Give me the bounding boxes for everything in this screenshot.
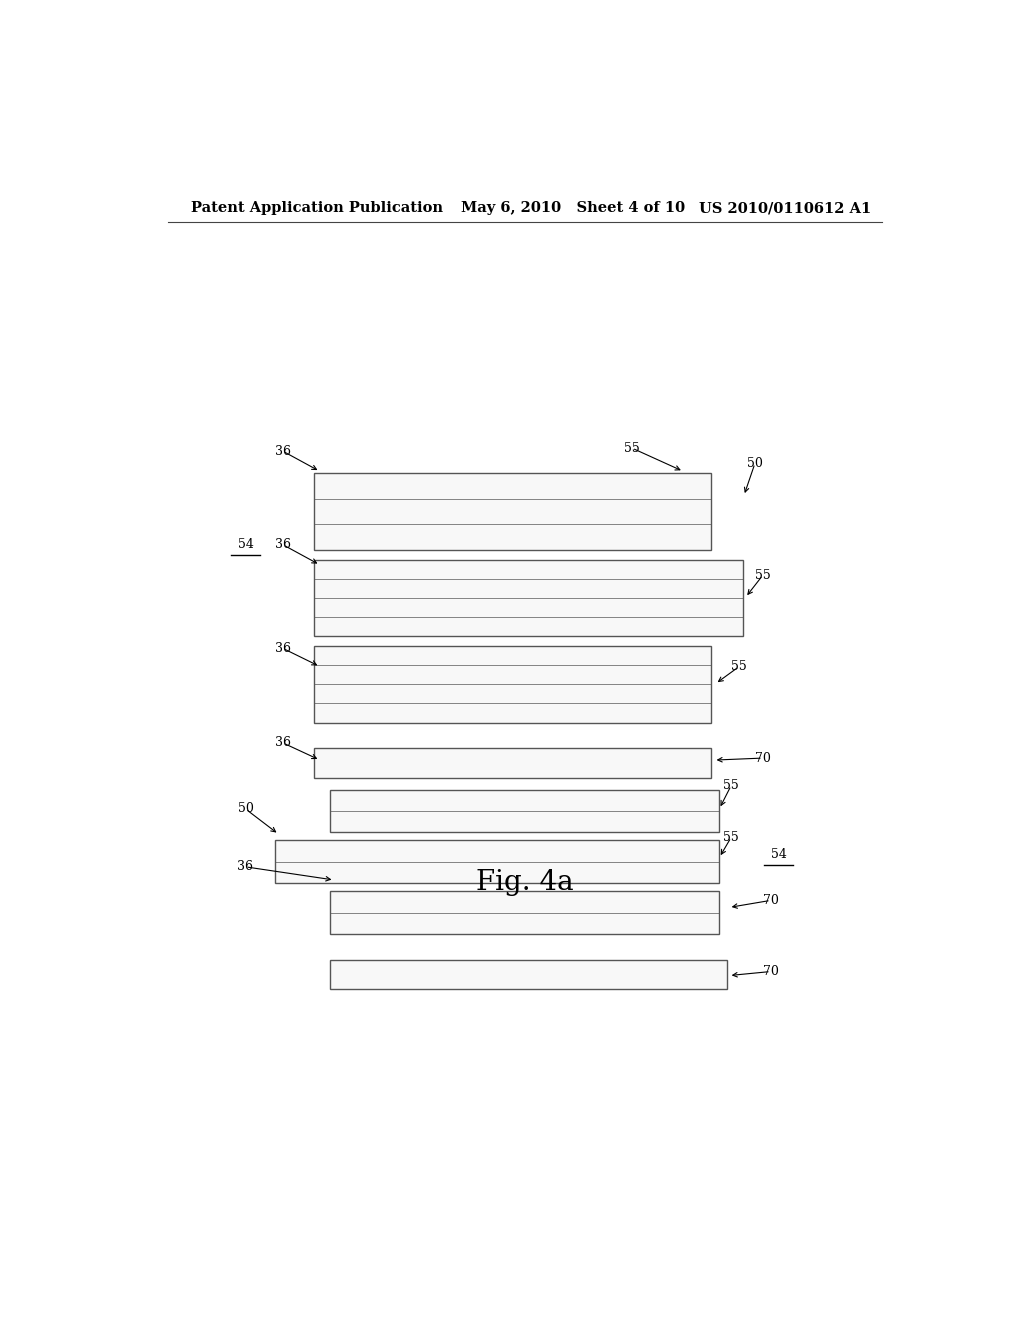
Text: 55: 55 bbox=[723, 779, 739, 792]
Text: 70: 70 bbox=[755, 751, 771, 764]
Bar bbox=[314, 748, 712, 779]
Text: 36: 36 bbox=[274, 737, 291, 750]
Text: 36: 36 bbox=[274, 642, 291, 655]
Text: Patent Application Publication: Patent Application Publication bbox=[191, 202, 443, 215]
Text: 54: 54 bbox=[238, 539, 253, 552]
Bar bbox=[314, 474, 712, 549]
Text: 55: 55 bbox=[731, 660, 746, 673]
Bar bbox=[314, 647, 712, 722]
Bar bbox=[331, 961, 727, 989]
Text: 36: 36 bbox=[274, 539, 291, 552]
Bar bbox=[314, 560, 743, 636]
Bar bbox=[331, 891, 719, 935]
Text: 55: 55 bbox=[723, 830, 739, 843]
Bar bbox=[331, 789, 719, 833]
Text: 54: 54 bbox=[771, 849, 786, 861]
Text: Fig. 4a: Fig. 4a bbox=[476, 869, 573, 896]
Text: 36: 36 bbox=[238, 861, 254, 874]
Text: 55: 55 bbox=[624, 442, 640, 454]
Text: 50: 50 bbox=[238, 803, 253, 816]
Text: 55: 55 bbox=[755, 569, 771, 582]
Text: 70: 70 bbox=[763, 894, 779, 907]
Bar bbox=[274, 841, 719, 883]
Text: 36: 36 bbox=[274, 445, 291, 458]
Text: 70: 70 bbox=[763, 965, 779, 978]
Text: 50: 50 bbox=[746, 457, 763, 470]
Text: May 6, 2010   Sheet 4 of 10: May 6, 2010 Sheet 4 of 10 bbox=[461, 202, 685, 215]
Text: US 2010/0110612 A1: US 2010/0110612 A1 bbox=[699, 202, 871, 215]
